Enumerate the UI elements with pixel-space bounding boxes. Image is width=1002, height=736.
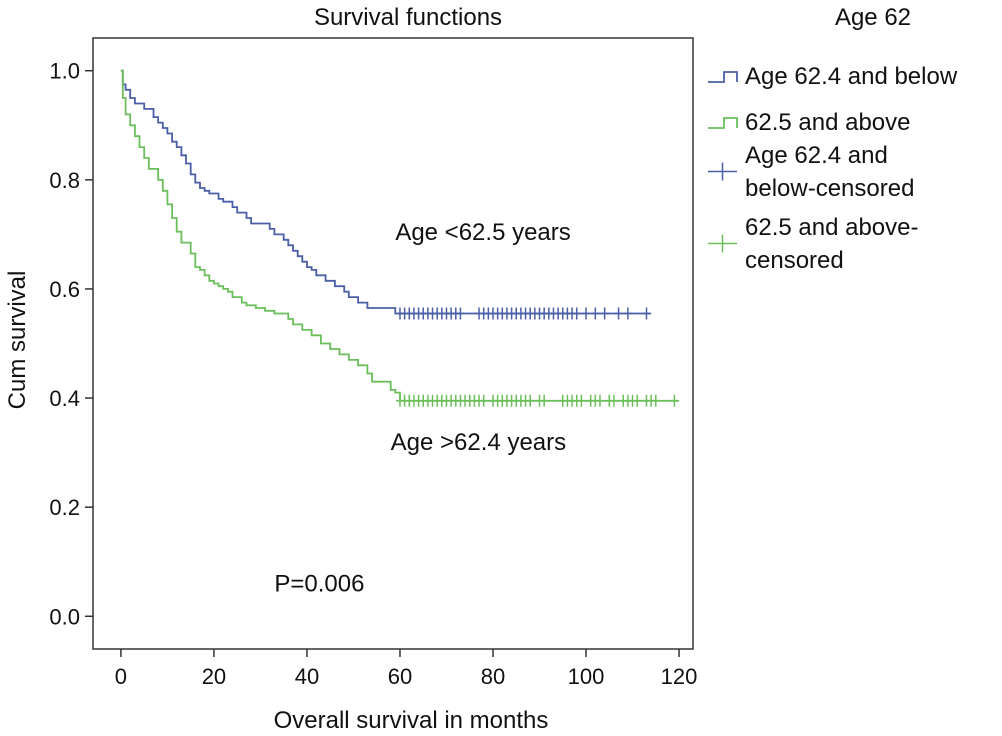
y-tick-label: 0.4	[49, 386, 80, 411]
censor-mark-age-below	[623, 307, 632, 320]
legend: Age 62 Age 62.4 and below 62.5 and above A…	[708, 4, 958, 274]
censor-mark-age-above	[526, 394, 535, 407]
annotation-age-above: Age >62.4 years	[391, 429, 566, 456]
survival-curve-age-below	[120, 69, 652, 315]
y-tick-label: 0.8	[49, 168, 80, 193]
legend-title: Age 62	[835, 4, 911, 31]
x-tick-label: 120	[661, 664, 698, 689]
censor-mark-age-below	[642, 307, 651, 320]
annotation-layer: Age <62.5 years Age >62.4 years P=0.006	[274, 219, 570, 598]
legend-swatch-line	[708, 117, 738, 129]
legend-swatch-line	[708, 71, 738, 83]
censor-mark-age-above	[633, 394, 642, 407]
legend-label: Age 62.4 and below	[745, 63, 958, 90]
y-tick-label: 0.0	[49, 604, 80, 629]
censor-mark-age-below	[591, 307, 600, 320]
x-tick-label: 20	[202, 664, 226, 689]
censor-mark-age-below	[572, 307, 581, 320]
chart-title: Survival functions	[314, 4, 502, 31]
legend-label: Age 62.4 and	[745, 142, 888, 169]
survival-curve-age-above	[120, 69, 679, 402]
censor-mark-age-above	[479, 394, 488, 407]
censor-mark-age-below	[582, 307, 591, 320]
censor-mark-age-below	[614, 307, 623, 320]
censor-mark-age-above	[595, 394, 604, 407]
legend-entry: 62.5 and above-censored	[708, 214, 918, 274]
censor-mark-age-above	[577, 394, 586, 407]
x-tick-label: 80	[481, 664, 505, 689]
x-axis-title: Overall survival in months	[274, 707, 549, 734]
y-tick-label: 0.6	[49, 277, 80, 302]
legend-swatch-censor	[708, 162, 737, 181]
censor-mark-age-above	[540, 394, 549, 407]
legend-label: censored	[745, 247, 844, 274]
x-tick-label: 100	[568, 664, 605, 689]
censor-mark-age-above	[609, 394, 618, 407]
censor-mark-age-above	[670, 394, 679, 407]
legend-entry: Age 62.4 and below-censored	[708, 142, 914, 202]
y-axis-title: Cum survival	[4, 271, 31, 410]
x-axis: 0 20 40 60 80 100 120	[115, 649, 698, 689]
x-tick-label: 0	[115, 664, 127, 689]
plot-frame	[92, 37, 694, 650]
censor-mark-age-above	[651, 394, 660, 407]
x-tick-label: 60	[388, 664, 412, 689]
series-age-above	[120, 69, 679, 407]
censor-mark-age-below	[456, 307, 465, 320]
x-tick-label: 40	[295, 664, 319, 689]
legend-label: 62.5 and above	[745, 109, 910, 136]
y-tick-label: 0.2	[49, 495, 80, 520]
y-axis: 0.0 0.2 0.4 0.6 0.8 1.0	[49, 59, 93, 629]
censor-mark-age-below	[600, 307, 609, 320]
legend-label: 62.5 and above-	[745, 214, 918, 241]
annotation-p-value: P=0.006	[274, 571, 364, 598]
legend-label: below-censored	[745, 175, 914, 202]
series-age-below	[120, 69, 652, 320]
y-tick-label: 1.0	[49, 59, 80, 84]
series-layer	[120, 69, 679, 407]
legend-swatch-censor	[708, 234, 737, 253]
annotation-age-below: Age <62.5 years	[395, 219, 570, 246]
legend-entry: Age 62.4 and below	[708, 63, 958, 90]
legend-entry: 62.5 and above	[708, 109, 910, 136]
